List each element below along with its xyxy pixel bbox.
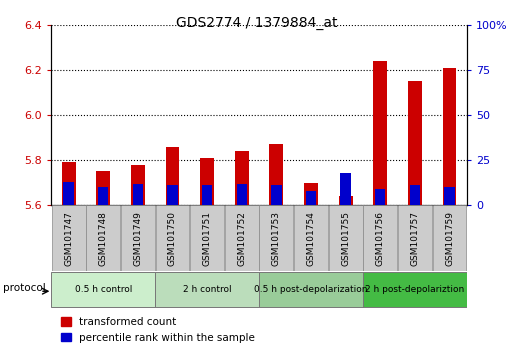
Text: GSM101748: GSM101748	[98, 211, 108, 266]
Text: GSM101749: GSM101749	[133, 211, 143, 266]
Bar	[236, 184, 247, 205]
Bar	[52, 205, 86, 271]
Bar	[375, 189, 385, 205]
Text: GSM101759: GSM101759	[445, 211, 454, 266]
Bar	[121, 205, 155, 271]
Bar	[304, 183, 318, 205]
Bar	[363, 205, 397, 271]
Text: 0.5 h post-depolarization: 0.5 h post-depolarization	[254, 285, 368, 294]
Bar	[329, 205, 363, 271]
Bar	[271, 185, 282, 205]
Text: 2 h post-depolariztion: 2 h post-depolariztion	[365, 285, 464, 294]
Bar	[408, 81, 422, 205]
Text: protocol: protocol	[3, 282, 45, 292]
Text: GSM101756: GSM101756	[376, 211, 385, 266]
Text: GSM101751: GSM101751	[203, 211, 212, 266]
Text: GSM101755: GSM101755	[341, 211, 350, 266]
Bar	[363, 272, 467, 307]
Bar	[166, 147, 180, 205]
Text: GSM101757: GSM101757	[410, 211, 420, 266]
Text: GSM101753: GSM101753	[272, 211, 281, 266]
Bar	[98, 187, 108, 205]
Bar	[410, 185, 420, 205]
Bar	[259, 272, 363, 307]
Bar	[339, 196, 352, 205]
Bar	[225, 205, 259, 271]
Bar	[155, 272, 259, 307]
Bar	[200, 158, 214, 205]
Text: GSM101752: GSM101752	[237, 211, 246, 266]
Bar	[155, 205, 189, 271]
Legend: transformed count, percentile rank within the sample: transformed count, percentile rank withi…	[56, 313, 260, 347]
Bar	[190, 205, 224, 271]
Bar	[62, 162, 75, 205]
Text: 0.5 h control: 0.5 h control	[74, 285, 132, 294]
Bar	[131, 165, 145, 205]
Bar	[306, 191, 316, 205]
Bar	[51, 272, 155, 307]
Bar	[260, 205, 293, 271]
Bar	[444, 187, 455, 205]
Text: GDS2774 / 1379884_at: GDS2774 / 1379884_at	[176, 16, 337, 30]
Bar	[432, 205, 466, 271]
Bar	[167, 185, 177, 205]
Text: GSM101747: GSM101747	[64, 211, 73, 266]
Bar	[373, 61, 387, 205]
Bar	[235, 151, 249, 205]
Bar	[64, 182, 74, 205]
Bar	[202, 185, 212, 205]
Text: GSM101750: GSM101750	[168, 211, 177, 266]
Text: GSM101754: GSM101754	[306, 211, 315, 266]
Bar	[86, 205, 120, 271]
Text: 2 h control: 2 h control	[183, 285, 231, 294]
Bar	[443, 68, 457, 205]
Bar	[133, 184, 143, 205]
Bar	[96, 171, 110, 205]
Bar	[341, 173, 351, 205]
Bar	[269, 144, 283, 205]
Bar	[398, 205, 432, 271]
Bar	[294, 205, 328, 271]
